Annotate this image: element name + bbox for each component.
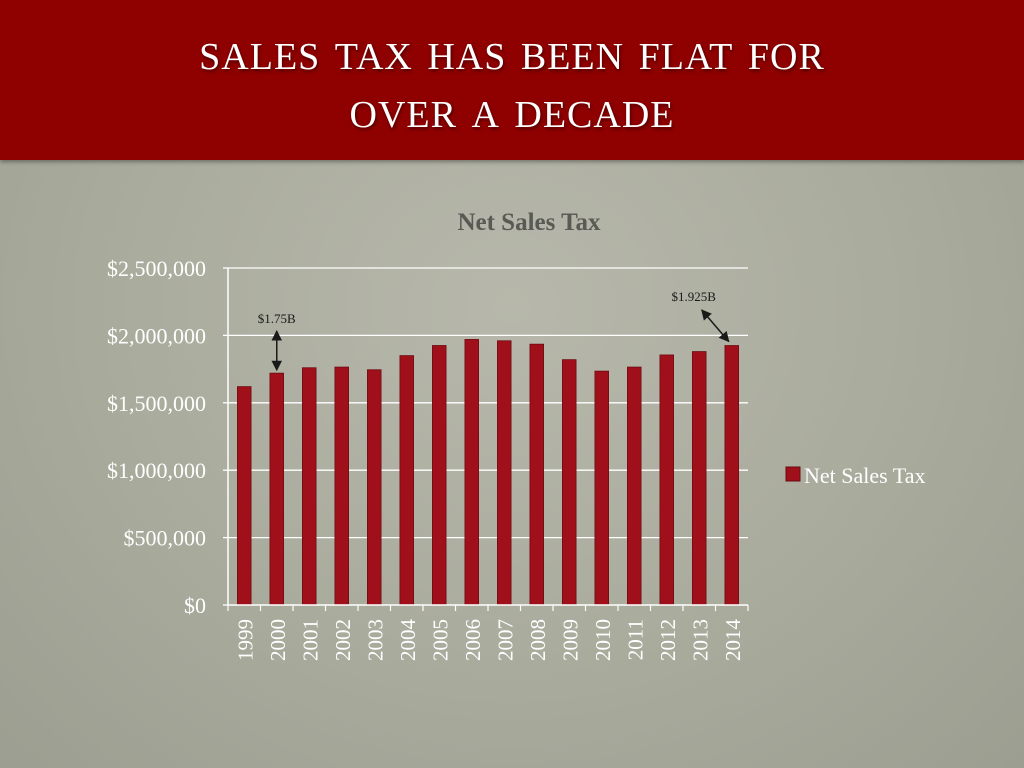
legend-label: Net Sales Tax: [804, 463, 925, 488]
x-tick-label-2010: 2010: [591, 619, 615, 661]
legend-swatch: [785, 466, 801, 482]
x-tick-label-2003: 2003: [363, 619, 387, 661]
annotation-label: $1.75B: [258, 311, 296, 326]
x-tick-label-2001: 2001: [298, 619, 322, 661]
bar-2009: [562, 359, 577, 606]
x-tick-label-2002: 2002: [331, 619, 355, 661]
bar-2005: [432, 345, 447, 606]
x-tick-label-2004: 2004: [396, 619, 420, 662]
x-tick-label-2013: 2013: [688, 619, 712, 661]
bar-1999: [237, 386, 252, 606]
bar-2002: [334, 366, 349, 606]
chart-title: Net Sales Tax: [457, 209, 601, 236]
annotations: $1.75B $1.925B: [258, 289, 730, 372]
x-tick-label-2005: 2005: [428, 619, 452, 661]
x-tick-label-2008: 2008: [526, 619, 550, 661]
bar-2008: [529, 343, 544, 606]
bar-2004: [399, 355, 414, 606]
bar-2003: [367, 369, 382, 606]
legend: Net Sales Tax: [785, 463, 925, 488]
y-tick-label: $0: [184, 593, 206, 618]
bar-2006: [464, 339, 479, 606]
x-tick-label-2006: 2006: [461, 619, 485, 661]
axes: [223, 267, 749, 611]
bar-2011: [627, 366, 642, 606]
slide-title: Sales Tax has been Flat for over a decad…: [0, 22, 1024, 138]
bar-2007: [497, 340, 512, 606]
y-tick-label: $1,000,000: [107, 458, 206, 483]
x-tick-label-2007: 2007: [493, 619, 517, 661]
y-tick-label: $1,500,000: [107, 391, 206, 416]
bar-2001: [302, 367, 317, 606]
annotation-arrow: [701, 309, 730, 343]
x-tick-label-2014: 2014: [721, 619, 745, 662]
bar-2010: [594, 370, 609, 606]
x-tick-label-2009: 2009: [558, 619, 582, 661]
x-tick-label-2011: 2011: [623, 619, 647, 660]
slide-title-line-2: over a decade: [349, 79, 675, 139]
x-tick-label-2012: 2012: [656, 619, 680, 661]
y-tick-label: $2,500,000: [107, 256, 206, 281]
bar-2013: [692, 351, 707, 606]
bar-2014: [724, 345, 739, 606]
y-tick-label: $500,000: [124, 526, 207, 551]
x-tick-label-1999: 1999: [233, 619, 257, 661]
bar-2012: [659, 354, 674, 606]
annotation-label: $1.925B: [672, 289, 717, 304]
x-tick-label-2000: 2000: [266, 619, 290, 661]
labels: Net Sales Tax $0 $500,000 $1,000,000 $1,500,…: [107, 209, 745, 661]
slide-title-line-1: Sales Tax has been Flat for: [199, 21, 825, 81]
bar-2000: [269, 372, 284, 606]
title-bar: [0, 0, 1024, 160]
bars: [237, 339, 739, 606]
y-tick-label: $2,000,000: [107, 323, 206, 348]
